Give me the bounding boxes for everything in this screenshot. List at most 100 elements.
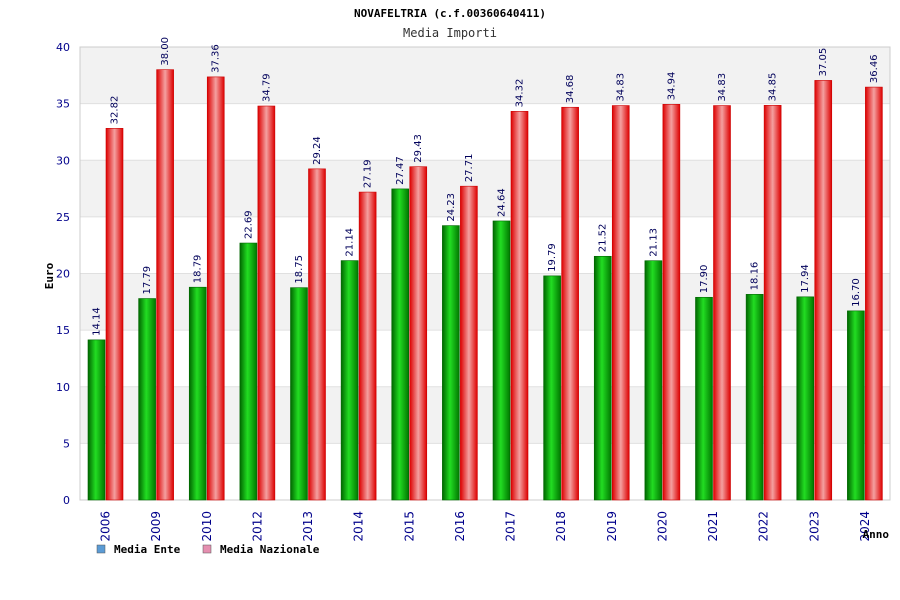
bar-media-nazionale-2021: [713, 105, 731, 501]
y-tick-label: 30: [56, 154, 70, 167]
value-label: 24.64: [497, 188, 508, 217]
value-label: 22.69: [243, 210, 254, 239]
legend: Media Ente Media Nazionale: [96, 543, 320, 556]
bar-media-nazionale-2022: [763, 105, 782, 501]
bar-media-ente-2012: [239, 242, 258, 501]
value-label: 27.71: [464, 154, 475, 183]
bar-media-ente-2022: [745, 294, 764, 501]
bar-media-nazionale-2009: [156, 69, 174, 501]
value-label: 19.79: [547, 243, 558, 272]
value-label: 36.46: [869, 54, 880, 83]
bar-media-nazionale-2016: [460, 185, 478, 501]
bar-media-ente-2017: [492, 220, 511, 501]
value-label: 34.85: [768, 73, 779, 102]
bar-media-ente-2018: [543, 275, 561, 501]
x-tick-label: 2010: [200, 511, 214, 542]
value-label: 34.94: [666, 72, 677, 101]
bar-media-nazionale-2017: [510, 111, 529, 501]
x-tick-label: 2015: [402, 511, 416, 542]
value-label: 34.83: [717, 73, 728, 102]
value-label: 21.52: [598, 224, 609, 253]
legend-swatch-media-ente: [96, 544, 106, 554]
bars: [87, 69, 883, 501]
bar-media-ente-2023: [796, 296, 815, 501]
plot-border: [79, 46, 891, 501]
x-tick-label: 2019: [605, 511, 619, 542]
bar-media-ente-2009: [138, 298, 156, 501]
value-label: 34.68: [565, 75, 576, 104]
legend-swatch-media-nazionale: [202, 544, 212, 554]
y-tick-label: 10: [56, 381, 70, 394]
bar-media-nazionale-2010: [206, 76, 225, 501]
bar-media-ente-2015: [391, 188, 410, 501]
bar-media-ente-2021: [695, 296, 713, 501]
bar-media-ente-2006: [87, 339, 106, 501]
value-label: 18.79: [193, 255, 204, 284]
value-label: 16.70: [851, 278, 862, 307]
x-tick-label: 2023: [807, 511, 821, 542]
value-labels: 14.14 32.82 17.79 38.00 18.79 37.36 22.69 34.79…: [92, 37, 880, 336]
value-label: 34.83: [616, 73, 627, 102]
value-label: 21.13: [648, 228, 659, 257]
y-tick-label: 0: [63, 494, 70, 507]
y-tick-label: 35: [56, 98, 70, 111]
x-tick-label: 2022: [757, 511, 771, 542]
value-label: 32.82: [110, 96, 121, 125]
y-axis-label: Euro: [43, 262, 56, 289]
y-tick-label: 5: [63, 437, 70, 450]
bar-media-nazionale-2023: [814, 80, 833, 501]
bar-media-ente-2010: [188, 286, 207, 501]
value-label: 29.43: [413, 134, 424, 163]
legend-label-media-ente: Media Ente: [114, 543, 181, 556]
y-axis: 0 5 10 15 20 25 30 35 40: [56, 41, 70, 507]
x-tick-label: 2009: [149, 511, 163, 542]
bar-media-nazionale-2015: [409, 166, 428, 501]
value-label: 37.05: [818, 48, 829, 77]
bar-media-ente-2016: [442, 225, 460, 501]
value-label: 27.47: [395, 156, 406, 185]
value-label: 34.32: [515, 79, 526, 108]
bar-media-ente-2024: [847, 310, 865, 501]
chart-subtitle: Media Importi: [403, 26, 497, 40]
legend-label-media-nazionale: Media Nazionale: [220, 543, 320, 556]
value-label: 17.94: [800, 264, 811, 293]
x-tick-label: 2017: [504, 511, 518, 542]
x-tick-label: 2014: [352, 511, 366, 542]
value-label: 38.00: [160, 37, 171, 66]
value-label: 24.23: [446, 193, 457, 222]
value-label: 27.19: [363, 159, 374, 188]
x-tick-label: 2018: [554, 511, 568, 542]
value-label: 17.90: [699, 265, 710, 294]
x-tick-label: 2012: [250, 511, 264, 542]
x-tick-label: 2016: [453, 511, 467, 542]
bar-media-ente-2014: [340, 260, 359, 501]
bar-media-nazionale-2024: [865, 86, 883, 501]
x-axis-label: Anno: [863, 528, 890, 541]
value-label: 21.14: [345, 228, 356, 257]
bar-media-nazionale-2013: [308, 168, 326, 501]
y-tick-label: 20: [56, 268, 70, 281]
y-tick-label: 15: [56, 324, 70, 337]
bar-media-nazionale-2019: [611, 105, 630, 501]
x-tick-label: 2020: [655, 511, 669, 542]
x-tick-label: 2006: [99, 511, 113, 542]
bar-media-nazionale-2014: [358, 191, 377, 501]
x-tick-label: 2024: [858, 511, 872, 542]
value-label: 34.79: [261, 73, 272, 102]
value-label: 18.16: [750, 262, 761, 291]
bar-media-ente-2013: [290, 287, 308, 501]
y-tick-label: 25: [56, 211, 70, 224]
bar-media-nazionale-2020: [662, 104, 681, 501]
value-label: 17.79: [142, 266, 153, 295]
x-axis: 2006 2009 2010 2012 2013 2014 2015 2016 2017 2018…: [99, 511, 872, 542]
bar-media-nazionale-2006: [105, 128, 124, 501]
value-label: 18.75: [294, 255, 305, 284]
x-tick-label: 2021: [706, 511, 720, 542]
bar-media-ente-2019: [593, 255, 612, 501]
value-label: 37.36: [211, 44, 222, 73]
value-label: 14.14: [92, 307, 103, 336]
value-label: 29.24: [312, 136, 323, 165]
bar-media-nazionale-2018: [561, 106, 579, 501]
chart-title: NOVAFELTRIA (c.f.00360640411): [354, 7, 546, 20]
